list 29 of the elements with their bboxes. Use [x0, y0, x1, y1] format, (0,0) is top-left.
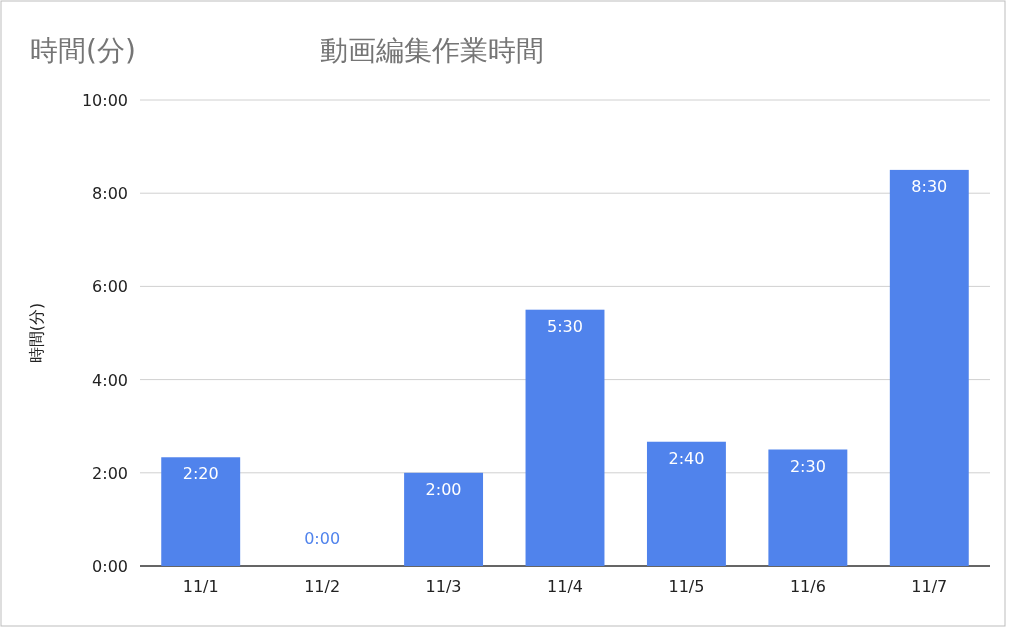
x-tick-label: 11/6	[789, 577, 826, 596]
x-tick-label: 11/2	[304, 577, 341, 596]
bar	[646, 441, 726, 566]
y-tick-label: 6:00	[92, 277, 128, 297]
x-tick-label: 11/5	[668, 577, 705, 596]
x-tick-label: 11/3	[425, 577, 462, 596]
data-label: 2:40	[668, 448, 705, 468]
bar	[889, 169, 969, 566]
data-label: 0:00	[304, 529, 341, 548]
y-axis-title: 時間(分)	[27, 302, 46, 364]
x-tick-label: 11/7	[911, 577, 948, 596]
data-label: 2:20	[182, 464, 219, 484]
data-label: 2:30	[789, 456, 826, 476]
bar	[525, 309, 605, 566]
y-tick-label: 0:00	[92, 557, 128, 576]
bar	[404, 472, 484, 566]
x-tick-label: 11/1	[182, 577, 219, 596]
x-tick-label: 11/4	[547, 577, 583, 596]
y-tick-label: 4:00	[92, 370, 128, 390]
bar	[161, 457, 241, 566]
bar	[768, 449, 848, 566]
y-tick-label: 10:00	[81, 91, 128, 110]
chart-title: 動画編集作業時間	[320, 34, 544, 67]
text: 時間(分)	[30, 34, 136, 67]
data-label: 8:30	[911, 176, 948, 196]
data-label: 5:30	[547, 316, 583, 336]
data-label: 2:00	[425, 479, 462, 499]
y-tick-label: 2:00	[92, 463, 128, 483]
y-tick-label: 8:00	[92, 184, 128, 204]
